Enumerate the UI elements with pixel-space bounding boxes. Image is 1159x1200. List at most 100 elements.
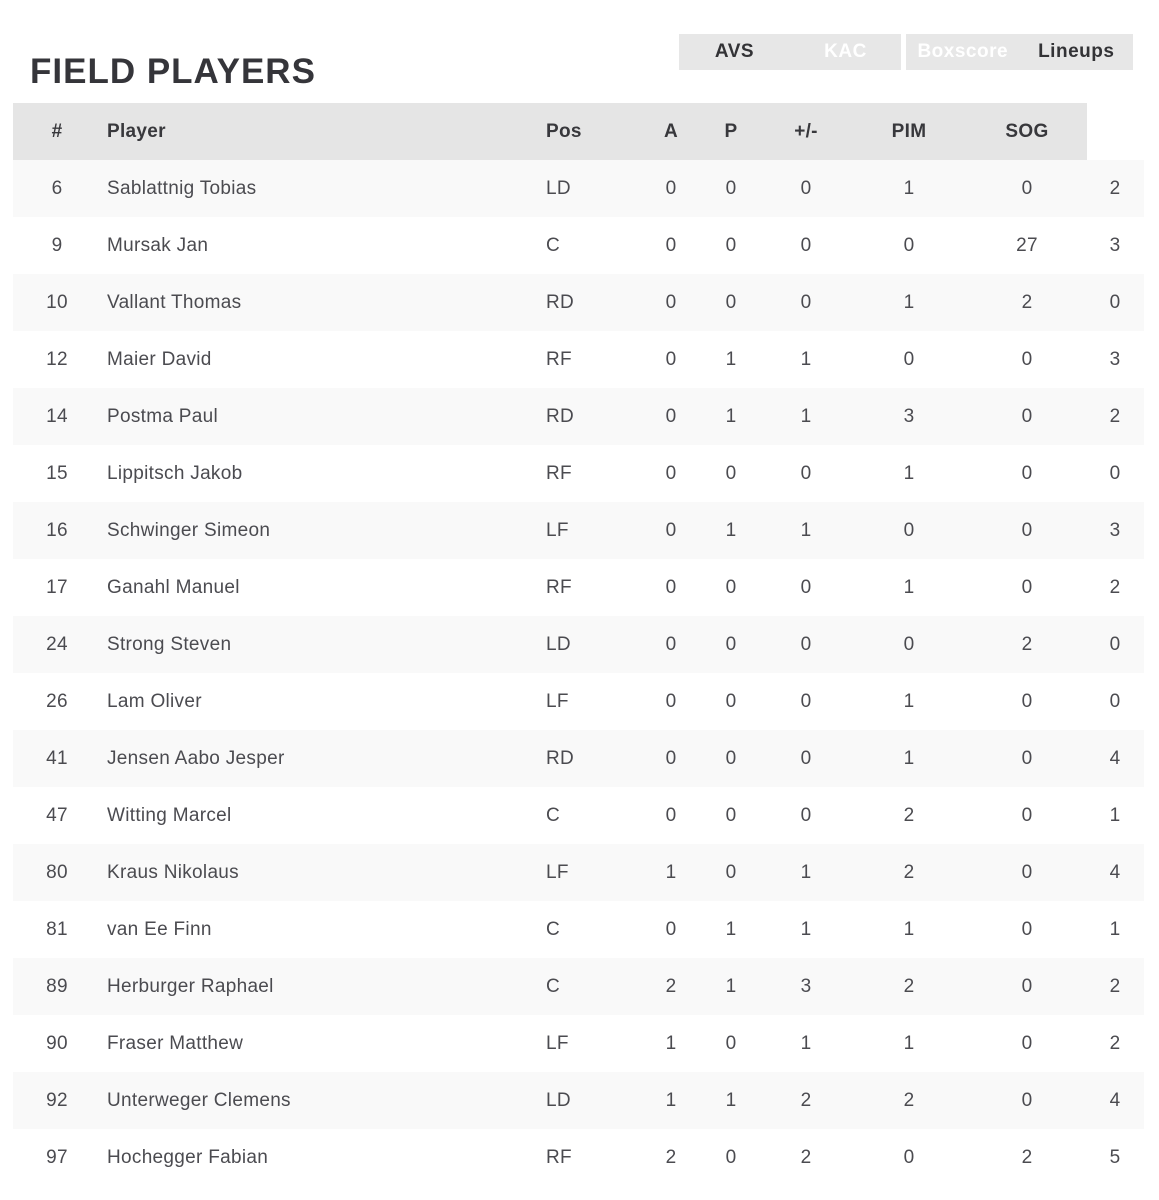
stat-value: 2 (903, 1089, 915, 1111)
stat-value: 0 (665, 918, 677, 940)
stat-value: 0 (725, 462, 737, 484)
player-name: Witting Marcel (107, 804, 232, 826)
player-position: LF (546, 519, 569, 541)
stat-value: 3 (903, 405, 915, 427)
stat-value: 0 (665, 519, 677, 541)
stat-value: 1 (725, 1089, 737, 1111)
player-name: Unterweger Clemens (107, 1089, 291, 1111)
player-position: LD (546, 177, 571, 199)
table-row: 15 Lippitsch Jakob RF 0 0 0 1 0 0 (13, 445, 1144, 502)
stat-value: 1 (800, 348, 812, 370)
player-name: Lippitsch Jakob (107, 462, 243, 484)
view-toggle-lineups[interactable]: Lineups (1038, 41, 1115, 62)
table-row: 26 Lam Oliver LF 0 0 0 1 0 0 (13, 673, 1144, 730)
stat-value: 0 (665, 177, 677, 199)
stat-value: 2 (903, 804, 915, 826)
stat-value: 5 (1109, 1146, 1121, 1168)
players-table: # Player Pos A P +/- PIM SOG 6 Sablattnig Tobias… (13, 103, 1144, 1186)
stat-value: 1 (903, 1032, 915, 1054)
table-row: 16 Schwinger Simeon LF 0 1 1 0 0 3 (13, 502, 1144, 559)
page-title: FIELD PLAYERS (30, 52, 316, 92)
stat-value: 0 (903, 348, 915, 370)
stat-value: 1 (725, 975, 737, 997)
player-number: 24 (46, 633, 68, 655)
column-header-3: A (641, 103, 701, 160)
stat-value: 0 (800, 234, 812, 256)
stat-value: 1 (903, 690, 915, 712)
stat-value: 0 (725, 1032, 737, 1054)
stat-value: 0 (665, 348, 677, 370)
player-position: RF (546, 1146, 572, 1168)
stat-value: 0 (725, 234, 737, 256)
player-position: LF (546, 690, 569, 712)
stat-value: 2 (1109, 1032, 1121, 1054)
stat-value: 0 (725, 804, 737, 826)
player-number: 41 (46, 747, 68, 769)
stat-value: 0 (800, 291, 812, 313)
stat-value: 1 (665, 1089, 677, 1111)
player-number: 89 (46, 975, 68, 997)
stat-value: 2 (1109, 405, 1121, 427)
player-name: Jensen Aabo Jesper (107, 747, 285, 769)
player-number: 47 (46, 804, 68, 826)
player-name: Vallant Thomas (107, 291, 242, 313)
stat-value: 0 (725, 1146, 737, 1168)
stat-value: 1 (800, 405, 812, 427)
stat-value: 1 (725, 918, 737, 940)
player-number: 26 (46, 690, 68, 712)
stat-value: 0 (800, 747, 812, 769)
player-position: C (546, 804, 561, 826)
player-name: Postma Paul (107, 405, 219, 427)
stat-value: 0 (665, 405, 677, 427)
stat-value: 2 (1021, 633, 1033, 655)
table-row: 47 Witting Marcel C 0 0 0 2 0 1 (13, 787, 1144, 844)
player-number: 81 (46, 918, 68, 940)
player-position: LF (546, 1032, 569, 1054)
stat-value: 0 (800, 462, 812, 484)
table-header-row: # Player Pos A P +/- PIM SOG (13, 103, 1144, 160)
player-name: Ganahl Manuel (107, 576, 240, 598)
stat-value: 4 (1109, 861, 1121, 883)
stat-value: 0 (725, 177, 737, 199)
stat-value: 0 (903, 633, 915, 655)
stat-value: 0 (1021, 804, 1033, 826)
stat-value: 0 (665, 291, 677, 313)
player-name: Mursak Jan (107, 234, 209, 256)
table-row: 17 Ganahl Manuel RF 0 0 0 1 0 2 (13, 559, 1144, 616)
stat-value: 3 (1109, 348, 1121, 370)
column-header-0: # (13, 103, 101, 160)
player-number: 14 (46, 405, 68, 427)
stat-value: 0 (665, 633, 677, 655)
stat-value: 1 (725, 348, 737, 370)
stat-value: 0 (1109, 291, 1121, 313)
stat-value: 1 (800, 861, 812, 883)
stat-value: 0 (1021, 348, 1033, 370)
stat-value: 1 (903, 462, 915, 484)
stat-value: 2 (1021, 291, 1033, 313)
team-toggle-kac[interactable]: KAC (824, 41, 867, 62)
table-row: 97 Hochegger Fabian RF 2 0 2 0 2 5 (13, 1129, 1144, 1186)
view-toggle-boxscore[interactable]: Boxscore (917, 41, 1009, 62)
stat-value: 0 (1109, 690, 1121, 712)
stat-value: 0 (725, 747, 737, 769)
stat-value: 1 (725, 519, 737, 541)
stat-value: 2 (1109, 177, 1121, 199)
stat-value: 0 (800, 690, 812, 712)
stat-value: 0 (665, 747, 677, 769)
stat-value: 4 (1109, 1089, 1121, 1111)
team-toggle-avs[interactable]: AVS (714, 41, 755, 62)
stat-value: 1 (665, 861, 677, 883)
column-header-1: Player (101, 103, 540, 160)
table-row: 81 van Ee Finn C 0 1 1 1 0 1 (13, 901, 1144, 958)
stat-value: 2 (800, 1089, 812, 1111)
stat-value: 0 (903, 1146, 915, 1168)
stat-value: 0 (725, 861, 737, 883)
player-name: Strong Steven (107, 633, 232, 655)
player-number: 97 (46, 1146, 68, 1168)
stat-value: 0 (665, 462, 677, 484)
table-row: 24 Strong Steven LD 0 0 0 0 2 0 (13, 616, 1144, 673)
stat-value: 0 (903, 519, 915, 541)
view-toggle-group: Boxscore Lineups (906, 34, 1133, 70)
player-position: RF (546, 576, 572, 598)
player-number: 80 (46, 861, 68, 883)
